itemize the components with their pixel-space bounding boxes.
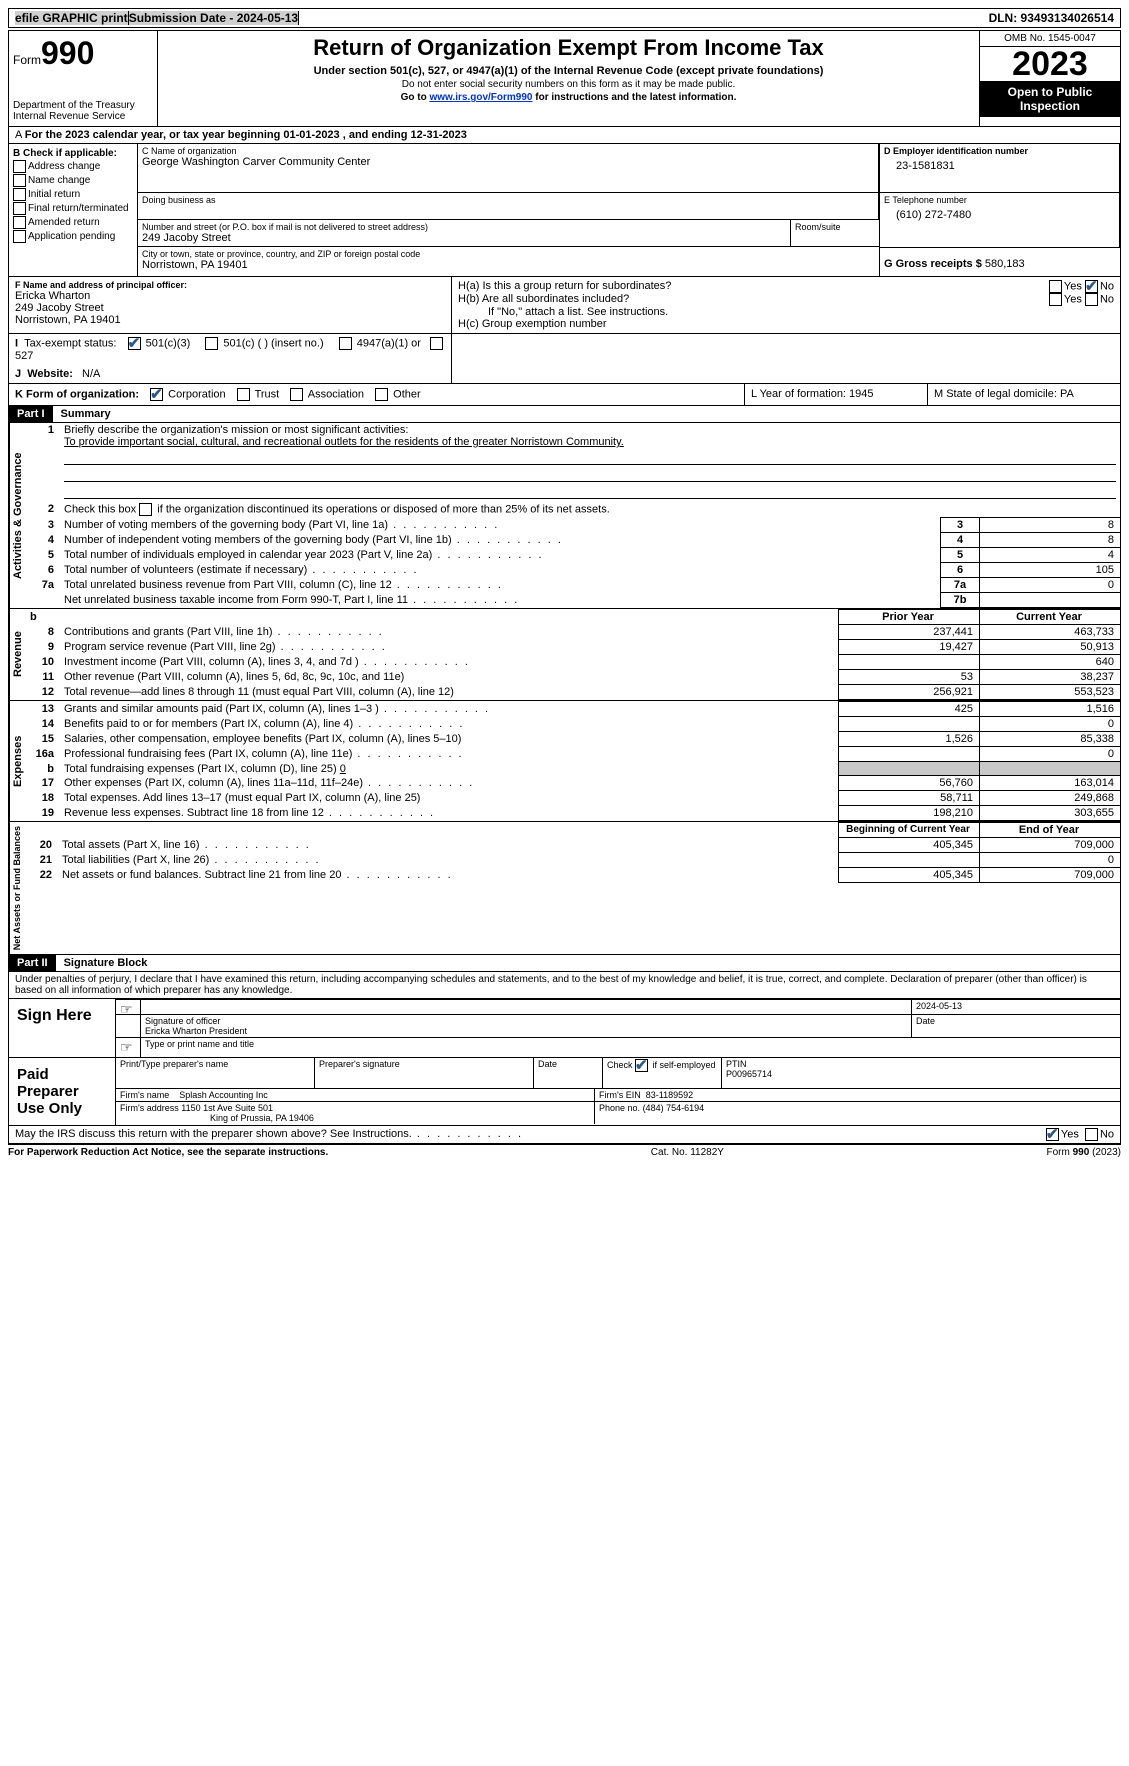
chk-hb-yes[interactable] — [1049, 293, 1062, 306]
section-f-h: F Name and address of principal officer:… — [9, 276, 1120, 333]
chk-hb-no[interactable] — [1085, 293, 1098, 306]
chk-501c3[interactable] — [128, 337, 141, 350]
section-b-to-g: B Check if applicable: Address change Na… — [9, 144, 1120, 276]
col-d-e-g: D Employer identification number23-15818… — [879, 144, 1120, 276]
part2-header: Part IISignature Block — [9, 954, 1120, 971]
col-c: C Name of organization George Washington… — [138, 144, 879, 276]
submission-date: Submission Date - 2024-05-13 — [129, 11, 299, 25]
chk-amended[interactable] — [13, 216, 26, 229]
chk-discuss-yes[interactable] — [1046, 1128, 1059, 1141]
firm-phone: (484) 754-6194 — [643, 1103, 705, 1113]
firm-addr: 1150 1st Ave Suite 501 — [181, 1103, 273, 1113]
netassets-section: Net Assets or Fund Balances Beginning of… — [9, 821, 1120, 954]
v3: 8 — [980, 518, 1121, 533]
firm-name: Splash Accounting Inc — [179, 1090, 268, 1100]
footer: For Paperwork Reduction Act Notice, see … — [8, 1144, 1121, 1158]
ptin: P00965714 — [726, 1069, 772, 1079]
chk-ha-yes[interactable] — [1049, 280, 1062, 293]
open-public: Open to Public Inspection — [980, 81, 1120, 117]
chk-name[interactable] — [13, 174, 26, 187]
form-label: Form990 — [13, 35, 153, 72]
efile-print-btn[interactable]: efile GRAPHIC print — [15, 11, 129, 25]
officer-name: Ericka Wharton — [15, 290, 445, 302]
line-a: A For the 2023 calendar year, or tax yea… — [9, 127, 1120, 144]
chk-selfemp[interactable] — [635, 1059, 648, 1072]
form-title: Return of Organization Exempt From Incom… — [164, 35, 973, 61]
form-header: Form990 Department of the Treasury Inter… — [9, 31, 1120, 127]
form-subtitle: Under section 501(c), 527, or 4947(a)(1)… — [164, 65, 973, 77]
chk-501c[interactable] — [205, 337, 218, 350]
city: Norristown, PA 19401 — [142, 259, 875, 271]
col-b: B Check if applicable: Address change Na… — [9, 144, 138, 276]
tax-year: 2023 — [980, 47, 1120, 81]
chk-assoc[interactable] — [290, 388, 303, 401]
chk-final[interactable] — [13, 202, 26, 215]
mission: To provide important social, cultural, a… — [64, 436, 624, 448]
chk-address[interactable] — [13, 160, 26, 173]
street: 249 Jacoby Street — [142, 232, 786, 244]
form-note-link: Go to www.irs.gov/Form990 for instructio… — [164, 92, 973, 103]
ein: 23-1581831 — [884, 156, 1115, 172]
dba — [142, 205, 874, 217]
firm-ein: 83-1189592 — [646, 1090, 693, 1100]
discuss-row: May the IRS discuss this return with the… — [9, 1125, 1120, 1143]
gross-receipts: 580,183 — [985, 258, 1025, 270]
chk-trust[interactable] — [237, 388, 250, 401]
revenue-section: Revenue bPrior YearCurrent Year 8Contrib… — [9, 608, 1120, 700]
state-domicile: M State of legal domicile: PA — [928, 384, 1120, 405]
dept-label: Department of the Treasury Internal Reve… — [13, 100, 153, 122]
penalty-text: Under penalties of perjury, I declare th… — [9, 971, 1120, 998]
website: N/A — [82, 368, 100, 380]
paid-preparer: Paid Preparer Use Only Print/Type prepar… — [9, 1057, 1120, 1125]
expenses-section: Expenses 13Grants and similar amounts pa… — [9, 700, 1120, 821]
sign-here: Sign Here ☞2024-05-13 Signature of offic… — [9, 998, 1120, 1057]
chk-initial[interactable] — [13, 188, 26, 201]
phone: (610) 272-7480 — [884, 205, 1115, 221]
dln: DLN: 93493134026514 — [983, 9, 1120, 27]
org-name: George Washington Carver Community Cente… — [142, 156, 874, 168]
irs-link[interactable]: www.irs.gov/Form990 — [429, 92, 532, 103]
section-k-l-m: K Form of organization: Corporation Trus… — [9, 383, 1120, 405]
officer-sig: Ericka Wharton President — [145, 1026, 247, 1036]
chk-ha-no[interactable] — [1085, 280, 1098, 293]
chk-discuss-no[interactable] — [1085, 1128, 1098, 1141]
form-container: Form990 Department of the Treasury Inter… — [8, 30, 1121, 1144]
chk-corp[interactable] — [150, 388, 163, 401]
part1-header: Part ISummary — [9, 405, 1120, 422]
chk-other[interactable] — [375, 388, 388, 401]
form-note-ssn: Do not enter social security numbers on … — [164, 79, 973, 90]
activities-governance: Activities & Governance 1Briefly describ… — [9, 422, 1120, 608]
chk-4947[interactable] — [339, 337, 352, 350]
chk-pending[interactable] — [13, 230, 26, 243]
chk-527[interactable] — [430, 337, 443, 350]
chk-discontinued[interactable] — [139, 503, 152, 516]
top-bar: efile GRAPHIC print Submission Date - 20… — [8, 8, 1121, 28]
year-formation: L Year of formation: 1945 — [745, 384, 928, 405]
section-i-j: I Tax-exempt status: 501(c)(3) 501(c) ( … — [9, 333, 1120, 383]
